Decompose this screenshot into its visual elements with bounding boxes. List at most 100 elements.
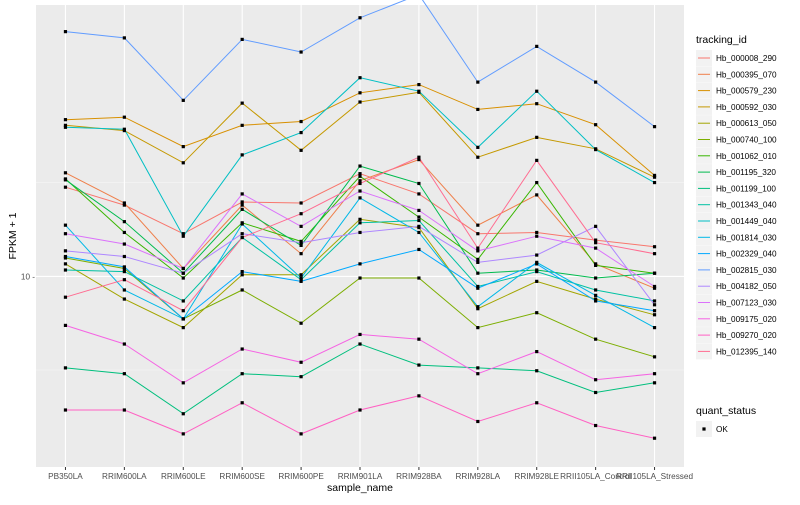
data-point <box>63 262 68 266</box>
data-point <box>358 76 362 80</box>
data-point <box>358 181 362 186</box>
data-point <box>358 230 362 235</box>
data-point <box>63 178 68 182</box>
legend-label: Hb_001343_040 <box>716 201 777 210</box>
data-point <box>181 381 185 385</box>
data-point <box>122 115 126 119</box>
data-point <box>535 262 539 266</box>
data-point <box>476 284 480 289</box>
data-point <box>181 432 185 436</box>
data-point <box>299 321 303 325</box>
data-point <box>594 263 598 267</box>
legend-status-label: OK <box>716 425 728 434</box>
data-point <box>535 311 539 315</box>
legend-label: Hb_000740_100 <box>716 136 777 145</box>
legend-label: Hb_009175_020 <box>716 315 777 324</box>
data-point <box>63 223 68 227</box>
data-point <box>122 36 126 40</box>
data-point <box>535 349 539 354</box>
legend-label: Hb_004182_050 <box>716 282 777 291</box>
data-point <box>476 257 480 262</box>
data-point <box>63 123 68 127</box>
data-point <box>535 193 539 197</box>
data-point <box>181 161 185 165</box>
data-point <box>181 412 185 416</box>
data-point <box>122 203 126 207</box>
data-point <box>594 423 598 428</box>
data-point <box>122 342 126 346</box>
legend-label: Hb_002815_030 <box>716 266 777 275</box>
data-point <box>417 215 421 219</box>
data-point <box>417 208 421 213</box>
data-point <box>652 180 657 185</box>
x-tick-label: RRIM901LA <box>338 472 383 481</box>
data-points <box>63 16 657 440</box>
x-axis-title: sample_name <box>327 482 393 494</box>
data-point <box>535 180 539 185</box>
data-point <box>63 254 68 259</box>
data-point <box>358 196 362 200</box>
data-point <box>652 284 657 289</box>
data-point <box>417 155 421 159</box>
x-tick-label: RRIM600LE <box>161 472 206 481</box>
data-point <box>181 317 185 321</box>
x-tick-label: RRIM600PE <box>278 472 324 481</box>
data-point <box>240 372 244 376</box>
data-point <box>476 307 480 311</box>
x-tick-label: RRIM600SE <box>219 472 265 481</box>
legend-title: tracking_id <box>696 34 747 46</box>
data-point <box>299 130 303 135</box>
data-point <box>299 50 303 54</box>
data-point <box>181 98 185 102</box>
data-point <box>594 337 598 341</box>
data-point <box>594 276 598 280</box>
legend-label: Hb_001199_100 <box>716 184 776 193</box>
data-point <box>476 246 480 250</box>
data-point <box>181 266 185 271</box>
data-point <box>652 372 657 376</box>
data-point <box>299 279 303 283</box>
data-point <box>63 408 68 412</box>
data-point <box>299 243 303 247</box>
data-point <box>476 372 480 376</box>
data-point <box>299 224 303 228</box>
data-point <box>652 252 657 256</box>
data-point <box>63 249 68 253</box>
data-point <box>652 286 657 290</box>
x-tick-label: RRIM600LA <box>102 472 147 481</box>
legend-label: Hb_001062_010 <box>716 152 777 161</box>
data-point <box>535 369 539 373</box>
x-tick-label: RRIM928LE <box>514 472 559 481</box>
legend-label: Hb_001449_040 <box>716 217 777 226</box>
data-point <box>122 230 126 235</box>
data-point <box>240 347 244 351</box>
data-point <box>652 381 657 385</box>
legend-label: Hb_007123_030 <box>716 299 777 308</box>
data-point <box>476 80 480 84</box>
data-point <box>594 246 598 250</box>
data-point <box>535 89 539 93</box>
data-point <box>652 309 657 313</box>
data-point <box>122 220 126 224</box>
data-point <box>535 279 539 283</box>
data-point <box>358 91 362 95</box>
data-point <box>240 222 244 226</box>
data-point <box>594 80 598 84</box>
data-point <box>594 238 598 242</box>
data-point <box>63 125 68 129</box>
data-point <box>299 276 303 280</box>
data-point <box>299 432 303 436</box>
data-point <box>417 247 421 252</box>
data-point <box>652 271 657 275</box>
x-tick-label: PB350LA <box>48 472 83 481</box>
data-point <box>299 375 303 379</box>
data-point <box>299 201 303 205</box>
data-point <box>240 153 244 157</box>
data-point <box>476 260 480 264</box>
data-point <box>240 235 244 240</box>
data-point <box>240 273 244 277</box>
data-point <box>358 179 362 183</box>
legend-label: Hb_001814_030 <box>716 233 777 242</box>
data-point <box>358 189 362 193</box>
data-point <box>299 148 303 152</box>
